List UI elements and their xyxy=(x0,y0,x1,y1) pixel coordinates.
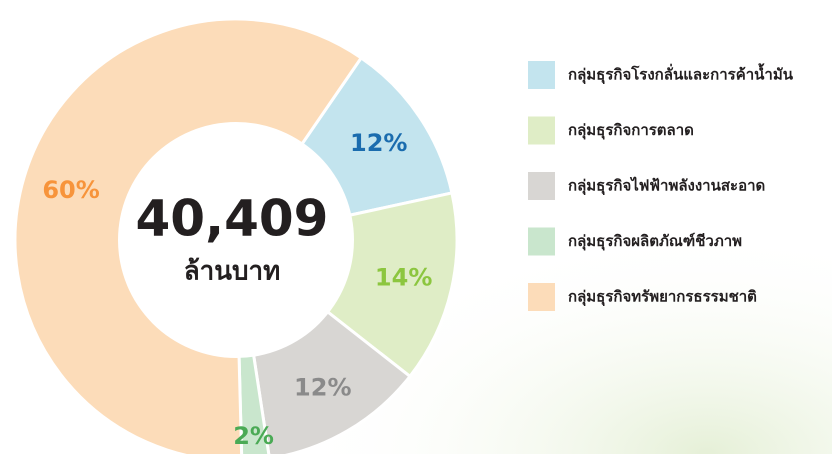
legend-swatch xyxy=(528,116,555,145)
legend: กลุ่มธุรกิจโรงกลั่นและการค้าน้ำมันกลุ่มธ… xyxy=(528,61,794,311)
legend-swatch xyxy=(528,283,555,311)
legend-label: กลุ่มธุรกิจผลิตภัณฑ์ชีวภาพ xyxy=(568,232,742,251)
legend-label: กลุ่มธุรกิจไฟฟ้าพลังงานสะอาด xyxy=(568,176,765,196)
center-value: 40,409 xyxy=(136,190,329,248)
legend-label: กลุ่มธุรกิจโรงกลั่นและการค้าน้ำมัน xyxy=(568,63,794,85)
legend-label: กลุ่มธุรกิจทรัพยากรธรรมชาติ xyxy=(568,288,757,307)
data-label: 2% xyxy=(233,422,274,450)
data-label: 12% xyxy=(294,374,351,402)
legend-swatch xyxy=(528,227,555,256)
legend-label: กลุ่มธุรกิจการตลาด xyxy=(568,121,694,140)
data-label: 60% xyxy=(42,176,99,204)
data-label: 12% xyxy=(350,129,407,157)
center-label: ล้านบาท xyxy=(184,257,281,287)
legend-swatch xyxy=(528,172,555,200)
donut-segment xyxy=(234,239,271,454)
legend-swatch xyxy=(528,61,555,89)
data-label: 14% xyxy=(375,263,432,291)
donut-hole xyxy=(118,122,354,358)
